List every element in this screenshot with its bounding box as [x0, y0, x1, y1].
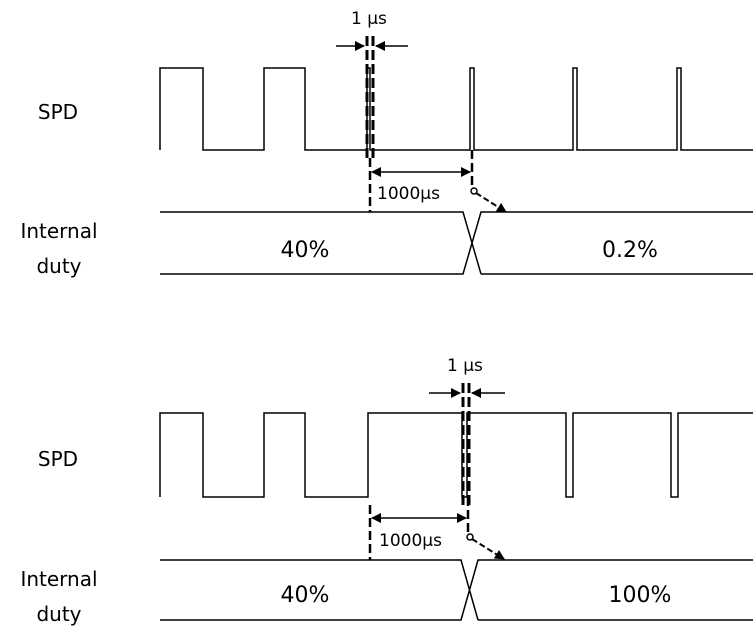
pulse-width-label-1: 1 µs [350, 9, 388, 29]
interval-label-2: 1000µs [378, 531, 443, 551]
duty-before-1: 40% [280, 238, 330, 263]
panel-1 [159, 36, 753, 275]
duty-before-2: 40% [280, 583, 330, 608]
transition-pointer-1 [475, 192, 507, 213]
duty-after-1: 0.2% [602, 238, 658, 263]
internal-duty-bus-2 [160, 559, 753, 621]
spd-waveform-2 [159, 412, 753, 498]
internal-duty-label-line2-1: duty [36, 254, 82, 278]
transition-pointer-2 [471, 538, 505, 560]
panel-2 [159, 383, 753, 621]
pulse-width-label-2: 1 µs [446, 356, 484, 376]
spd-waveform-1 [159, 67, 753, 151]
internal-duty-label-line1-2: Internal [20, 567, 98, 591]
interval-label-1: 1000µs [376, 184, 441, 204]
internal-duty-label-line2-2: duty [36, 602, 82, 626]
spd-label-2: SPD [37, 447, 79, 471]
internal-duty-label-line1-1: Internal [20, 219, 98, 243]
spd-label-1: SPD [37, 100, 79, 124]
internal-duty-bus-1 [160, 211, 753, 275]
duty-after-2: 100% [608, 583, 672, 608]
